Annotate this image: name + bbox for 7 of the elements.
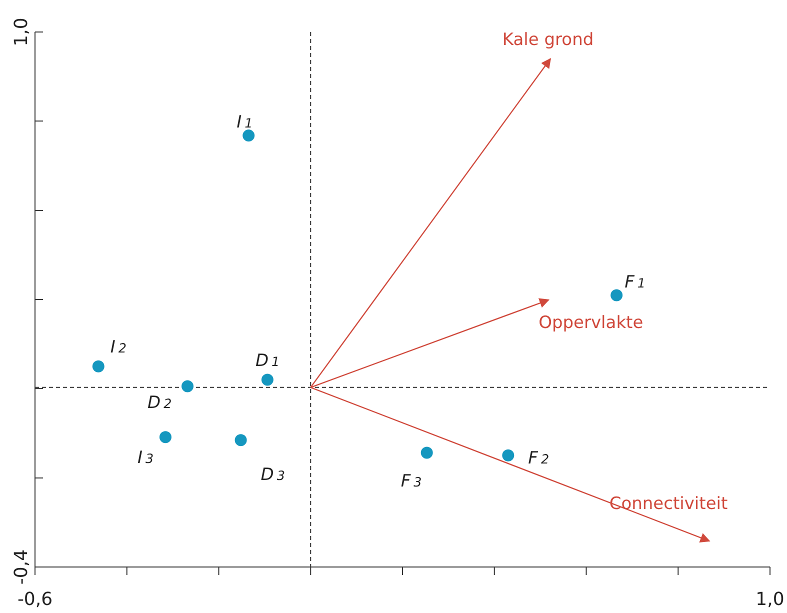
series-label: F3 — [400, 472, 422, 492]
series-label: Oppervlakte — [538, 312, 644, 333]
series-label: F2 — [528, 448, 550, 468]
x-tick-label: -0,6 — [17, 589, 53, 610]
series-label: Connectiviteit — [609, 494, 728, 514]
y-tick-label: -0,4 — [11, 549, 32, 585]
series-label: Kale grond — [502, 30, 594, 50]
